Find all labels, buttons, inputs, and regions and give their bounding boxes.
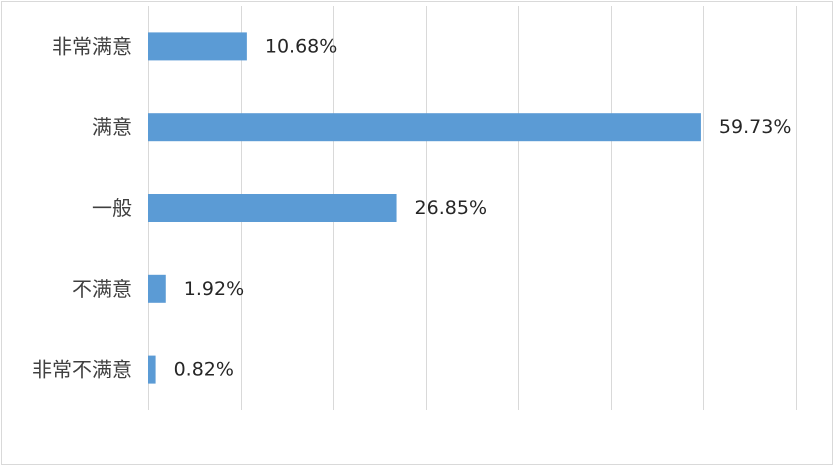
bar (148, 113, 701, 142)
bars (148, 32, 701, 384)
category-label: 一般 (92, 196, 132, 220)
bar (148, 274, 166, 303)
bar (148, 355, 156, 384)
data-label: 1.92% (184, 278, 244, 300)
data-labels: 10.68% 59.73% 26.85% 1.92% 0.82% (174, 35, 792, 380)
category-label: 非常不满意 (32, 358, 132, 382)
bar (148, 32, 247, 61)
data-label: 59.73% (719, 116, 791, 138)
gridlines (148, 6, 797, 410)
data-label: 26.85% (415, 197, 487, 219)
data-label: 0.82% (174, 359, 234, 381)
bar (148, 194, 397, 222)
category-label: 不满意 (72, 277, 132, 301)
category-label: 非常满意 (52, 34, 132, 58)
data-label: 10.68% (265, 35, 337, 57)
category-label: 满意 (92, 115, 132, 139)
